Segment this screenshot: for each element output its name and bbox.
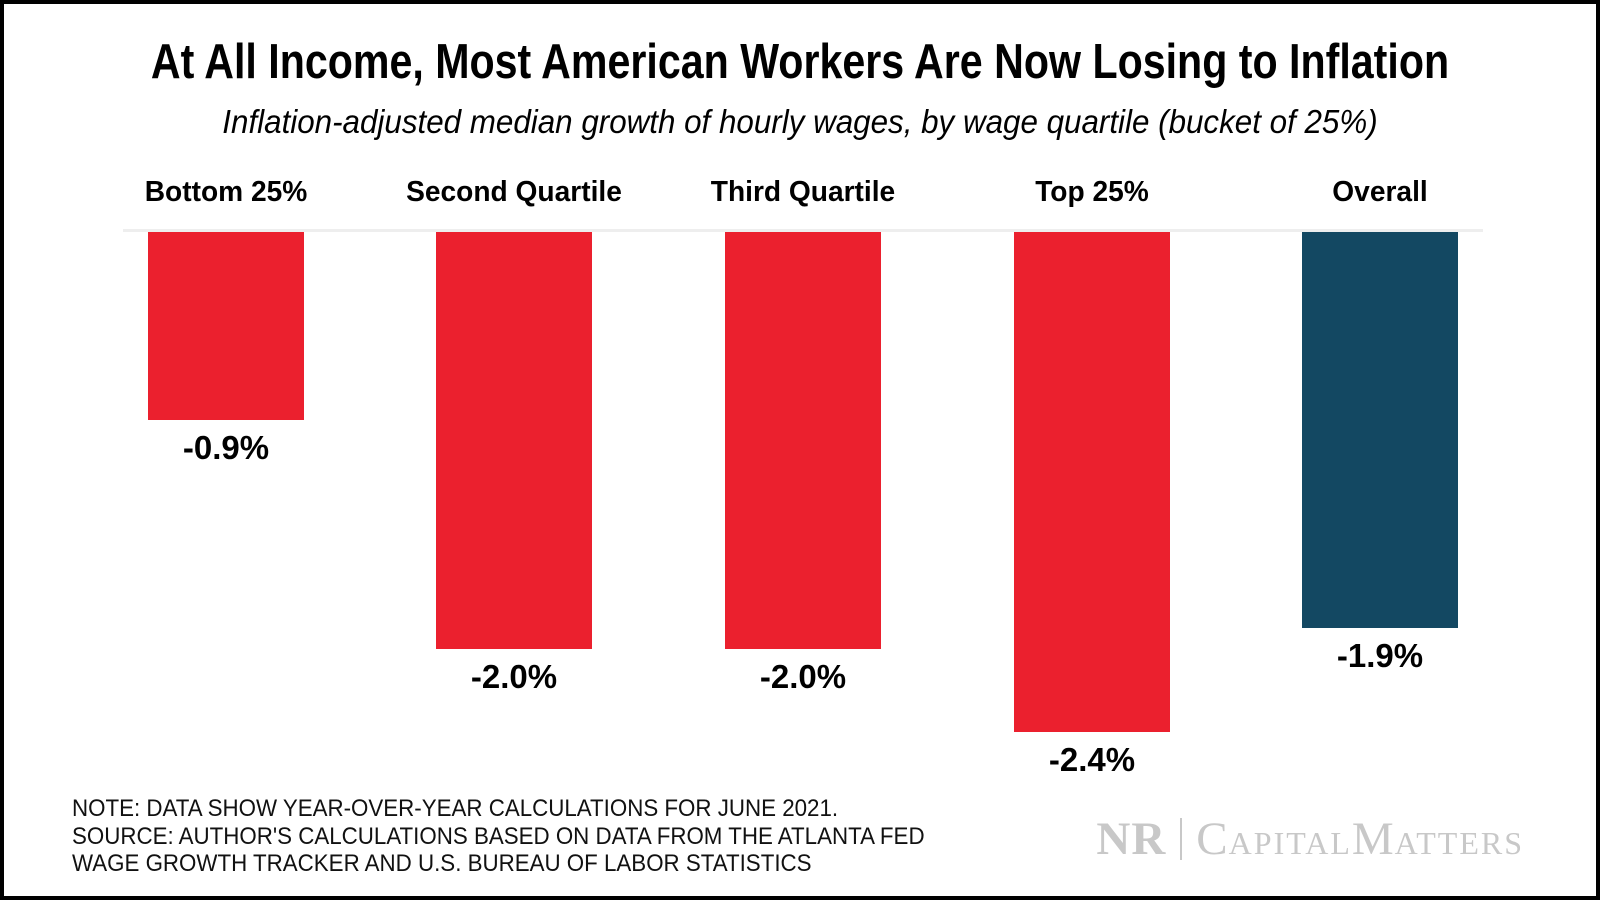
- bar-column: Bottom 25% -0.9%: [81, 176, 371, 816]
- value-label: -2.0%: [470, 658, 558, 695]
- page-subtitle: Inflation-adjusted median growth of hour…: [222, 103, 1378, 140]
- bar-rect: [725, 232, 881, 649]
- logo-matters-rest: ATTERS: [1394, 825, 1524, 861]
- category-label: Bottom 25%: [144, 176, 308, 208]
- category-label: Overall: [1332, 176, 1428, 208]
- category-label: Third Quartile: [710, 176, 896, 208]
- bar-column: Overall -1.9%: [1235, 176, 1525, 816]
- page-title: At All Income, Most American Workers Are…: [150, 35, 1450, 89]
- category-label: Second Quartile: [406, 176, 622, 208]
- bar-rect: [436, 232, 592, 649]
- category-label: Top 25%: [1035, 176, 1149, 208]
- bar-column: Third Quartile -2.0%: [658, 176, 948, 816]
- bar-rect: [1014, 232, 1170, 732]
- bar-rect: [1302, 232, 1458, 628]
- bar-column: Second Quartile -2.0%: [369, 176, 659, 816]
- logo-capital-rest: APITAL: [1228, 825, 1352, 861]
- value-label: -2.4%: [1048, 741, 1136, 778]
- note-block: NOTE: DATA SHOW YEAR-OVER-YEAR CALCULATI…: [72, 795, 925, 878]
- value-label: -0.9%: [182, 429, 270, 466]
- plot-area: Bottom 25% -0.9% Second Quartile -2.0% Third…: [4, 4, 1596, 896]
- bar-rect: [148, 232, 304, 420]
- logo-nr: NR: [1096, 813, 1167, 865]
- note-line-3: WAGE GROWTH TRACKER AND U.S. BUREAU OF L…: [72, 850, 812, 877]
- nr-capitalmatters-logo: NR CAPITALMATTERS: [1096, 812, 1524, 866]
- logo-matters-initial: M: [1351, 813, 1395, 865]
- zero-baseline: [123, 229, 1483, 232]
- bar-column: Top 25% -2.4%: [947, 176, 1237, 816]
- note-line-2: SOURCE: AUTHOR'S CALCULATIONS BASED ON D…: [72, 822, 925, 850]
- logo-capital-initial: C: [1196, 813, 1229, 865]
- note-line-1: NOTE: DATA SHOW YEAR-OVER-YEAR CALCULATI…: [72, 795, 839, 822]
- logo-capitalmatters: CAPITALMATTERS: [1196, 812, 1524, 866]
- value-label: -1.9%: [1336, 637, 1424, 674]
- value-label: -2.0%: [759, 658, 847, 695]
- logo-divider: [1180, 818, 1183, 860]
